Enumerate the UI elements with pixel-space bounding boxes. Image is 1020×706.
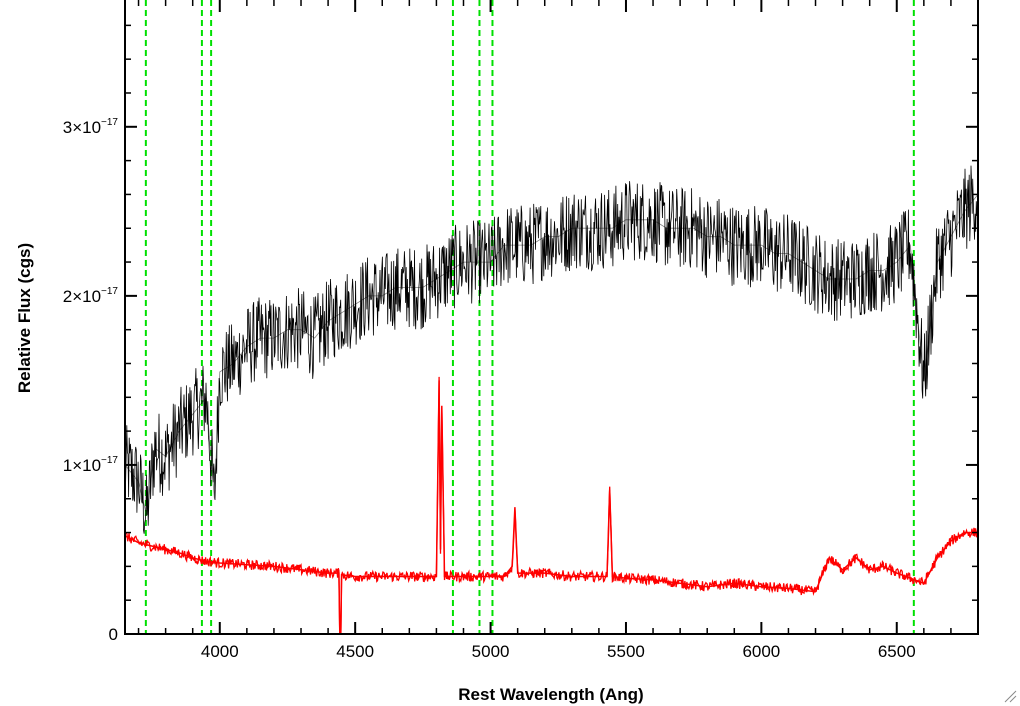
emission-line-markers bbox=[144, 0, 915, 634]
x-axis-title: Rest Wavelength (Ang) bbox=[458, 685, 643, 704]
x-tick-label: 4500 bbox=[336, 642, 374, 661]
series-line-0 bbox=[125, 165, 978, 534]
tick-labels: 4000 4500 5000 5500 6000 6500 0 1×10−17 2×10−17 3… bbox=[63, 117, 916, 661]
x-tick-label: 4000 bbox=[201, 642, 239, 661]
x-tick-label: 5000 bbox=[472, 642, 510, 661]
y-axis-title: Relative Flux (cgs) bbox=[15, 243, 34, 393]
resize-grip-icon[interactable] bbox=[1003, 689, 1017, 703]
y-tick-label: 0 bbox=[109, 625, 118, 644]
series-anchor-line-0 bbox=[125, 194, 978, 516]
plot-area bbox=[125, 0, 978, 634]
series-layer bbox=[125, 165, 978, 634]
series-anchor-line-1 bbox=[125, 380, 978, 634]
series-line-1 bbox=[125, 376, 978, 634]
y-tick-label: 2×10−17 bbox=[63, 286, 119, 306]
y-tick-label: 3×10−17 bbox=[63, 117, 119, 137]
axes bbox=[124, 0, 979, 635]
axes-frame bbox=[124, 0, 979, 635]
y-tick-label: 1×10−17 bbox=[63, 455, 119, 475]
x-tick-label: 6000 bbox=[742, 642, 780, 661]
x-tick-label: 6500 bbox=[878, 642, 916, 661]
x-tick-label: 5500 bbox=[607, 642, 645, 661]
ticks bbox=[125, 0, 979, 635]
